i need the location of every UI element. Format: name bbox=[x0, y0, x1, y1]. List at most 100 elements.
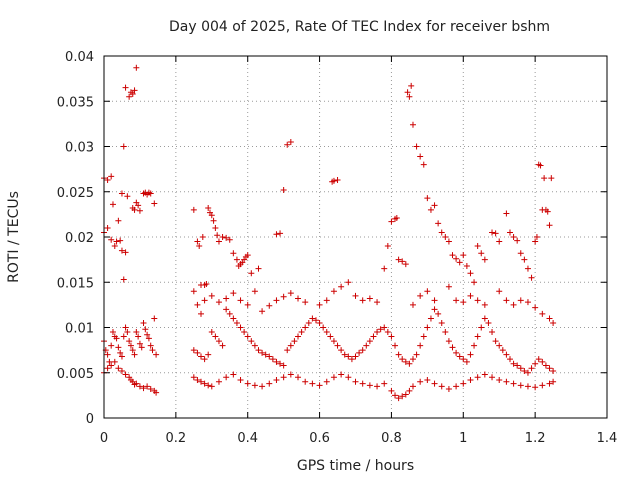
data-point bbox=[215, 338, 222, 345]
data-point bbox=[359, 347, 366, 354]
data-point bbox=[546, 315, 553, 322]
data-point bbox=[467, 292, 474, 299]
y-tick-label: 0 bbox=[86, 412, 94, 427]
data-point bbox=[510, 380, 517, 387]
data-point bbox=[131, 87, 138, 94]
data-point bbox=[503, 378, 510, 385]
data-point bbox=[122, 84, 129, 91]
data-point bbox=[115, 365, 122, 372]
data-point bbox=[521, 367, 528, 374]
data-point bbox=[120, 143, 127, 150]
data-point bbox=[417, 153, 424, 160]
data-point bbox=[370, 333, 377, 340]
data-point bbox=[115, 344, 122, 351]
data-point bbox=[471, 342, 478, 349]
data-point bbox=[392, 342, 399, 349]
data-point bbox=[402, 358, 409, 365]
data-point bbox=[151, 315, 158, 322]
data-point bbox=[316, 319, 323, 326]
data-point bbox=[199, 234, 206, 240]
data-point bbox=[392, 392, 399, 399]
grid-lines bbox=[104, 56, 607, 418]
data-point bbox=[233, 256, 240, 263]
data-point bbox=[384, 243, 391, 250]
data-point bbox=[359, 297, 366, 304]
data-point bbox=[122, 249, 129, 256]
data-point bbox=[388, 218, 395, 225]
data-point bbox=[413, 143, 420, 150]
data-point bbox=[302, 324, 309, 331]
data-point bbox=[149, 347, 156, 354]
data-point bbox=[442, 329, 449, 336]
data-point bbox=[489, 229, 496, 236]
data-point bbox=[118, 367, 125, 374]
data-point bbox=[212, 333, 219, 340]
y-tick-label: 0.02 bbox=[65, 231, 94, 246]
data-point bbox=[330, 288, 337, 295]
data-point bbox=[528, 274, 535, 281]
data-point bbox=[244, 333, 251, 340]
data-point bbox=[550, 319, 557, 326]
data-point bbox=[517, 297, 524, 304]
data-point bbox=[548, 175, 555, 182]
data-point bbox=[460, 299, 467, 306]
data-point bbox=[338, 347, 345, 354]
data-point bbox=[503, 351, 510, 358]
data-point bbox=[277, 360, 284, 367]
data-point bbox=[135, 333, 142, 340]
data-point bbox=[330, 374, 337, 381]
y-tick-label: 0.03 bbox=[65, 141, 94, 156]
data-point bbox=[287, 342, 294, 349]
data-point bbox=[492, 230, 499, 237]
data-point bbox=[546, 222, 553, 229]
y-tick-label: 0.015 bbox=[57, 276, 94, 291]
data-point bbox=[402, 391, 409, 398]
x-tick-label: 1.2 bbox=[525, 431, 546, 446]
data-point bbox=[108, 173, 115, 180]
data-point bbox=[118, 353, 125, 360]
data-point bbox=[295, 295, 302, 302]
data-point bbox=[438, 319, 445, 326]
data-point bbox=[359, 380, 366, 387]
data-point bbox=[124, 329, 131, 336]
data-point bbox=[417, 342, 424, 349]
data-point bbox=[104, 176, 111, 183]
data-point bbox=[374, 299, 381, 306]
data-point bbox=[251, 342, 258, 349]
data-point bbox=[295, 374, 302, 381]
data-point bbox=[499, 347, 506, 354]
data-point bbox=[115, 217, 122, 224]
data-point bbox=[287, 138, 294, 145]
data-point bbox=[244, 301, 251, 308]
data-point bbox=[393, 214, 400, 221]
data-point bbox=[503, 297, 510, 304]
data-point bbox=[517, 382, 524, 389]
data-point bbox=[438, 229, 445, 236]
data-point bbox=[485, 319, 492, 326]
data-point bbox=[203, 281, 210, 288]
data-point bbox=[334, 342, 341, 349]
data-point bbox=[330, 338, 337, 345]
data-point bbox=[262, 351, 269, 358]
data-point bbox=[136, 340, 143, 347]
data-point bbox=[381, 380, 388, 387]
data-point bbox=[131, 381, 138, 388]
data-point bbox=[449, 252, 456, 259]
data-point bbox=[255, 265, 262, 272]
data-point bbox=[138, 344, 145, 351]
data-point bbox=[113, 238, 120, 245]
data-point bbox=[489, 374, 496, 381]
data-point bbox=[496, 288, 503, 295]
data-point bbox=[467, 270, 474, 277]
data-point bbox=[537, 162, 544, 169]
data-point bbox=[223, 234, 230, 241]
data-point bbox=[399, 356, 406, 363]
data-point bbox=[550, 367, 557, 374]
data-point bbox=[510, 301, 517, 308]
data-point bbox=[409, 356, 416, 363]
data-point bbox=[140, 385, 147, 392]
data-point bbox=[127, 376, 134, 383]
data-point bbox=[136, 207, 143, 214]
data-point bbox=[524, 299, 531, 306]
